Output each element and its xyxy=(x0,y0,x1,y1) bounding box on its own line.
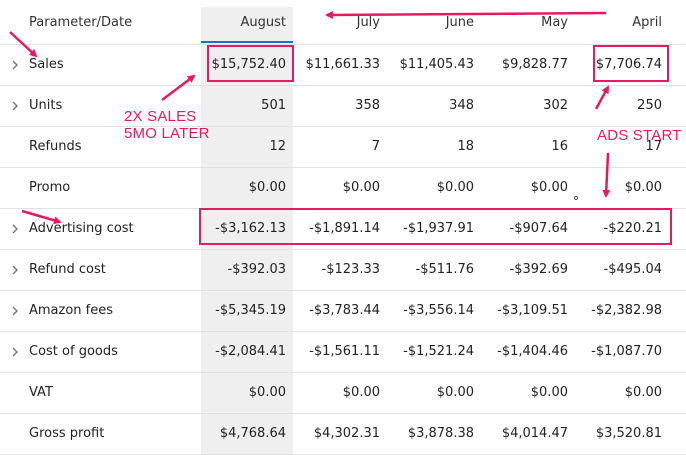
chevron-right-icon[interactable] xyxy=(11,208,19,249)
chevron-right-icon[interactable] xyxy=(11,290,19,331)
table-cell: -$123.33 xyxy=(321,262,380,277)
sales-august-highlight-box xyxy=(207,45,294,82)
table-cell: -$1,937.91 xyxy=(403,221,474,236)
table-cell: 302 xyxy=(543,98,568,113)
row-label: Units xyxy=(29,98,63,113)
table-cell: $4,014.47 xyxy=(501,426,568,441)
table-cell: $0.00 xyxy=(436,385,474,400)
table-cell: -$3,783.44 xyxy=(309,303,380,318)
selected-column-underline xyxy=(201,41,293,43)
table-row: VAT $0.00 $0.00 $0.00 $0.00 $0.00 xyxy=(0,372,686,414)
table-cell: $0.00 xyxy=(624,180,662,195)
row-label: Advertising cost xyxy=(29,221,134,236)
table-cell: $0.00 xyxy=(248,180,286,195)
table-header-row: Parameter/Date August July June May Apri… xyxy=(0,0,686,45)
column-header-may[interactable]: May xyxy=(541,14,568,30)
annotation-2x-sales: 2X SALES 5MO LATER xyxy=(124,108,210,142)
table-cell: $0.00 xyxy=(624,385,662,400)
table-cell: -$1,561.11 xyxy=(309,344,380,359)
column-header-parameter[interactable]: Parameter/Date xyxy=(29,14,133,30)
advertising-cost-highlight-box xyxy=(199,208,672,245)
table-cell: -$2,084.41 xyxy=(215,344,286,359)
table-cell: -$3,162.13 xyxy=(215,221,286,236)
table-row[interactable]: Cost of goods -$2,084.41 -$1,561.11 -$1,521… xyxy=(0,331,686,373)
table-cell: $4,768.64 xyxy=(219,426,286,441)
table-cell: $0.00 xyxy=(342,385,380,400)
table-cell: $3,878.38 xyxy=(407,426,474,441)
table-cell: 250 xyxy=(637,98,662,113)
table-cell: $4,302.31 xyxy=(313,426,380,441)
table-cell: 18 xyxy=(457,139,474,154)
table-cell: -$2,382.98 xyxy=(591,303,662,318)
row-label: Gross profit xyxy=(29,426,105,441)
table-cell: $7,706.74 xyxy=(595,57,662,72)
table-cell: -$5,345.19 xyxy=(215,303,286,318)
table-cell: 12 xyxy=(269,139,286,154)
table-cell: -$220.21 xyxy=(603,221,662,236)
table-row[interactable]: Units 501 358 348 302 250 xyxy=(0,85,686,127)
table-row[interactable]: Amazon fees -$5,345.19 -$3,783.44 -$3,556.1… xyxy=(0,290,686,332)
table-cell: -$1,404.46 xyxy=(497,344,568,359)
table-cell: $0.00 xyxy=(530,180,568,195)
table-cell: -$511.76 xyxy=(415,262,474,277)
table-cell: -$1,087.70 xyxy=(591,344,662,359)
table-cell: $0.00 xyxy=(342,180,380,195)
table-row: Refunds 12 7 18 16 17 xyxy=(0,126,686,168)
table-cell: -$392.03 xyxy=(227,262,286,277)
table-row: Gross profit $4,768.64 $4,302.31 $3,878.38 $… xyxy=(0,413,686,455)
table-cell: -$907.64 xyxy=(509,221,568,236)
annotation-ads-start: ADS START xyxy=(597,127,682,144)
table-row[interactable]: Advertising cost -$3,162.13 -$1,891.14 -$1,… xyxy=(0,208,686,250)
table-cell: -$3,109.51 xyxy=(497,303,568,318)
table-cell: $3,520.81 xyxy=(595,426,662,441)
chevron-right-icon[interactable] xyxy=(11,331,19,372)
chevron-right-icon[interactable] xyxy=(11,85,19,126)
table-cell: -$392.69 xyxy=(509,262,568,277)
row-label: Sales xyxy=(29,57,64,72)
column-header-april[interactable]: April xyxy=(632,14,662,30)
table-cell: -$1,891.14 xyxy=(309,221,380,236)
table-cell: $15,752.40 xyxy=(211,57,286,72)
table-cell: 501 xyxy=(261,98,286,113)
table-cell: 7 xyxy=(371,139,380,154)
table-cell: 358 xyxy=(355,98,380,113)
table-cell: $0.00 xyxy=(530,385,568,400)
row-label: Refund cost xyxy=(29,262,106,277)
row-label: Amazon fees xyxy=(29,303,114,318)
sales-april-highlight-box xyxy=(593,45,669,82)
column-header-august[interactable]: August xyxy=(240,14,287,30)
table-cell: -$495.04 xyxy=(603,262,662,277)
table-cell: -$1,521.24 xyxy=(403,344,474,359)
table-cell: $9,828.77 xyxy=(501,57,568,72)
table-cell: $0.00 xyxy=(248,385,286,400)
table-cell: $11,661.33 xyxy=(305,57,380,72)
row-label: Promo xyxy=(29,180,71,195)
table-cell: 348 xyxy=(449,98,474,113)
annotation-2x-sales-line2: 5MO LATER xyxy=(124,125,210,142)
row-label: VAT xyxy=(29,385,53,400)
column-header-june[interactable]: June xyxy=(445,14,474,30)
cursor-dot xyxy=(574,196,578,200)
chevron-right-icon[interactable] xyxy=(11,249,19,290)
table-row[interactable]: Sales $15,752.40 $11,661.33 $11,405.43 $9,82… xyxy=(0,44,686,86)
table-cell: -$3,556.14 xyxy=(403,303,474,318)
row-label: Cost of goods xyxy=(29,344,118,359)
row-label: Refunds xyxy=(29,139,82,154)
table-cell: 16 xyxy=(551,139,568,154)
column-header-july[interactable]: July xyxy=(356,14,380,30)
annotation-2x-sales-line1: 2X SALES xyxy=(124,108,197,125)
table-row[interactable]: Refund cost -$392.03 -$123.33 -$511.76 -$392… xyxy=(0,249,686,291)
table-row: Promo $0.00 $0.00 $0.00 $0.00 $0.00 xyxy=(0,167,686,209)
table-cell: 17 xyxy=(645,139,662,154)
table-cell: $0.00 xyxy=(436,180,474,195)
table-cell: $11,405.43 xyxy=(399,57,474,72)
chevron-right-icon[interactable] xyxy=(11,44,19,85)
